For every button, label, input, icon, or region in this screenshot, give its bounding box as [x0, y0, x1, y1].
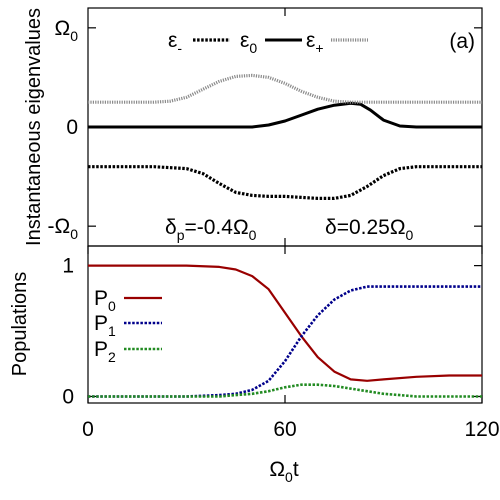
y-axis-label: Instantaneous eigenvalues	[23, 8, 45, 246]
legend-label-eps_minus: ε-	[168, 29, 182, 56]
legend-label-eps_plus: ε+	[306, 29, 324, 56]
y-tick-label: Ω0	[55, 17, 79, 44]
y-tick-label: -Ω0	[48, 215, 79, 242]
y-tick-label: 1	[62, 255, 74, 278]
x-axis-label: Ω0t	[269, 458, 299, 485]
legend-label-P1: P1	[94, 312, 116, 339]
x-tick-label: 120	[464, 418, 499, 441]
annotation: δp=-0.4Ω0	[165, 216, 257, 243]
eigenvalue-panel: Ω0 0 -Ω0 ε-ε0 ε+ (a) δp=-0.4Ω0 δ=0.25Ω0 Instanta…	[23, 7, 483, 247]
population-frame	[87, 245, 483, 404]
series-line-P0	[88, 264, 482, 382]
legend-label-P0: P0	[94, 287, 116, 314]
series-line-eps_minus	[88, 165, 482, 200]
x-tick-label: 0	[82, 418, 94, 441]
series-line-eps_plus	[88, 73, 482, 104]
annotation: δ=0.25Ω0	[325, 216, 414, 243]
series-line-P2	[88, 383, 482, 398]
series-line-eps_zero	[88, 101, 482, 129]
x-tick-label: 60	[273, 418, 296, 441]
series-line-P1	[88, 285, 482, 398]
y-axis-label: Populations	[9, 272, 31, 377]
panel-label: (a)	[449, 30, 475, 53]
y-tick-label: 0	[66, 116, 78, 139]
legend-label-eps_zero: ε0	[240, 29, 257, 56]
y-tick-label: 0	[62, 385, 74, 408]
legend-label-P2: P2	[94, 338, 116, 365]
